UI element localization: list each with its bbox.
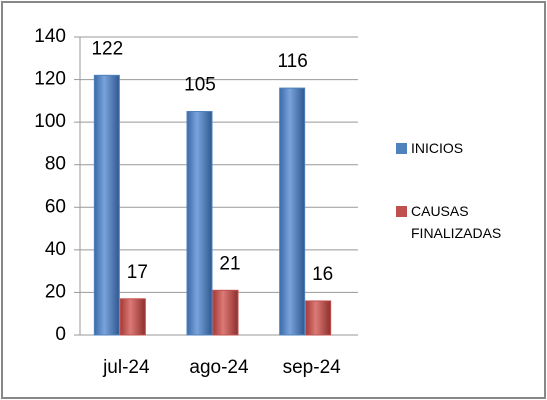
y-tick-label: 60	[45, 196, 66, 217]
legend-swatch	[396, 143, 407, 154]
bar	[305, 300, 332, 336]
legend-label: INICIOS	[411, 140, 464, 156]
data-label: 21	[219, 253, 240, 274]
bar	[212, 289, 239, 336]
x-tick-label: ago-24	[189, 357, 249, 378]
x-tick-label: jul-24	[102, 357, 150, 378]
data-label: 116	[278, 51, 308, 72]
legend-item: INICIOS	[396, 140, 536, 159]
y-tick-label: 120	[34, 69, 66, 90]
y-tick-label: 20	[45, 281, 66, 302]
bar	[119, 298, 146, 336]
legend-swatch	[396, 206, 407, 217]
y-tick-label: 0	[55, 324, 66, 345]
legend-label: CAUSAS FINALIZADAS	[411, 203, 502, 241]
y-tick-label: 80	[45, 154, 66, 175]
legend-item: CAUSAS FINALIZADAS	[396, 203, 536, 244]
bar	[186, 111, 213, 336]
data-label: 105	[184, 75, 216, 96]
data-label: 17	[127, 262, 148, 283]
legend: INICIOS CAUSAS FINALIZADAS	[396, 140, 536, 288]
x-tick-label: sep-24	[283, 357, 342, 378]
data-label: 16	[312, 264, 333, 285]
data-label: 122	[91, 38, 123, 59]
y-tick-label: 100	[34, 111, 66, 132]
y-tick-label: 40	[45, 239, 66, 260]
bar	[279, 87, 306, 336]
y-tick-label: 140	[34, 26, 66, 47]
bar	[93, 74, 120, 336]
